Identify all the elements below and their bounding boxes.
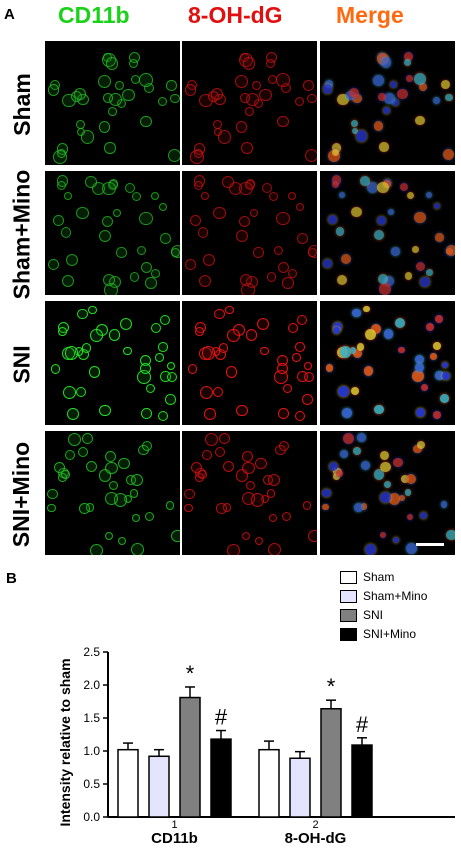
- legend-swatch: [340, 570, 357, 584]
- significance-marker: #: [356, 712, 369, 737]
- y-tick-label: 1.5: [83, 711, 100, 725]
- micrograph-sham-mino-cd11b: [45, 171, 180, 295]
- y-axis-label: Intensity relative to sham: [57, 658, 73, 826]
- micrograph-sni-mino-merge: [320, 431, 455, 555]
- bar-sni-mino-8-oh-dg: [351, 744, 373, 818]
- micrograph-sham-merge: [320, 41, 455, 165]
- legend-label: Sham+Mino: [363, 589, 428, 603]
- x-category-index: 1: [171, 819, 177, 831]
- scale-bar: [416, 543, 444, 546]
- legend-label: SNI: [363, 608, 384, 622]
- legend-swatch: [340, 627, 357, 641]
- micrograph-sni-8-oh-dg: [182, 301, 317, 425]
- bar-sham-mino-cd11b: [148, 755, 170, 818]
- bar-sni-mino-cd11b: [210, 738, 232, 818]
- y-tick-label: 0.5: [83, 777, 100, 791]
- legend-label: Sham: [363, 570, 395, 584]
- bar-sni-cd11b: [179, 696, 201, 818]
- y-tick-label: 2.0: [83, 678, 100, 692]
- row-label-sni-mino: SNI+Mino: [8, 441, 35, 547]
- y-tick-label: 2.5: [83, 645, 100, 659]
- significance-marker: *: [327, 674, 336, 699]
- bar-sni-8-oh-dg: [320, 708, 342, 818]
- column-header-8-oh-dg: 8-OH-dG: [188, 2, 283, 28]
- micrograph-sni-mino-cd11b: [45, 431, 180, 555]
- micrograph-sni-cd11b: [45, 301, 180, 425]
- micrograph-sni-mino-8-oh-dg: [182, 431, 317, 555]
- row-label-sham: Sham: [8, 72, 35, 136]
- legend-item: Sham: [340, 570, 394, 584]
- panel-a-letter: A: [4, 6, 15, 23]
- x-category-index: 2: [312, 819, 318, 831]
- micrograph-sni-merge: [320, 301, 455, 425]
- x-category-label: 8-OH-dG: [285, 830, 347, 847]
- row-label-sham-mino: Sham+Mino: [8, 169, 35, 299]
- micrograph-sham-cd11b: [45, 41, 180, 165]
- column-header-cd11b: CD11b: [58, 2, 130, 28]
- bar-sham-cd11b: [117, 748, 139, 818]
- bar-sham-mino-8-oh-dg: [289, 757, 311, 818]
- micrograph-sham-mino-merge: [320, 171, 455, 295]
- bar-sham-8-oh-dg: [258, 748, 280, 818]
- legend-item: SNI: [340, 608, 383, 622]
- row-label-sni: SNI: [8, 344, 35, 384]
- legend-item: Sham+Mino: [340, 589, 427, 603]
- y-tick-label: 1.0: [83, 744, 100, 758]
- legend-swatch: [340, 589, 357, 603]
- panel-b-letter: B: [6, 570, 17, 587]
- significance-marker: #: [215, 705, 228, 730]
- y-tick-label: 0.0: [83, 810, 100, 824]
- legend-label: SNI+Mino: [363, 627, 417, 641]
- x-category-label: CD11b: [151, 830, 198, 847]
- significance-marker: *: [186, 661, 195, 686]
- micrograph-sham-8-oh-dg: [182, 41, 317, 165]
- bar-chart: 0.0 0.5 1.0 1.5 2.0 2.5 Intensity relative to …: [57, 645, 455, 847]
- legend-item: SNI+Mino: [340, 627, 416, 641]
- micrograph-sham-mino-8-oh-dg: [182, 171, 317, 295]
- column-header-merge: Merge: [336, 2, 404, 28]
- legend-swatch: [340, 608, 357, 622]
